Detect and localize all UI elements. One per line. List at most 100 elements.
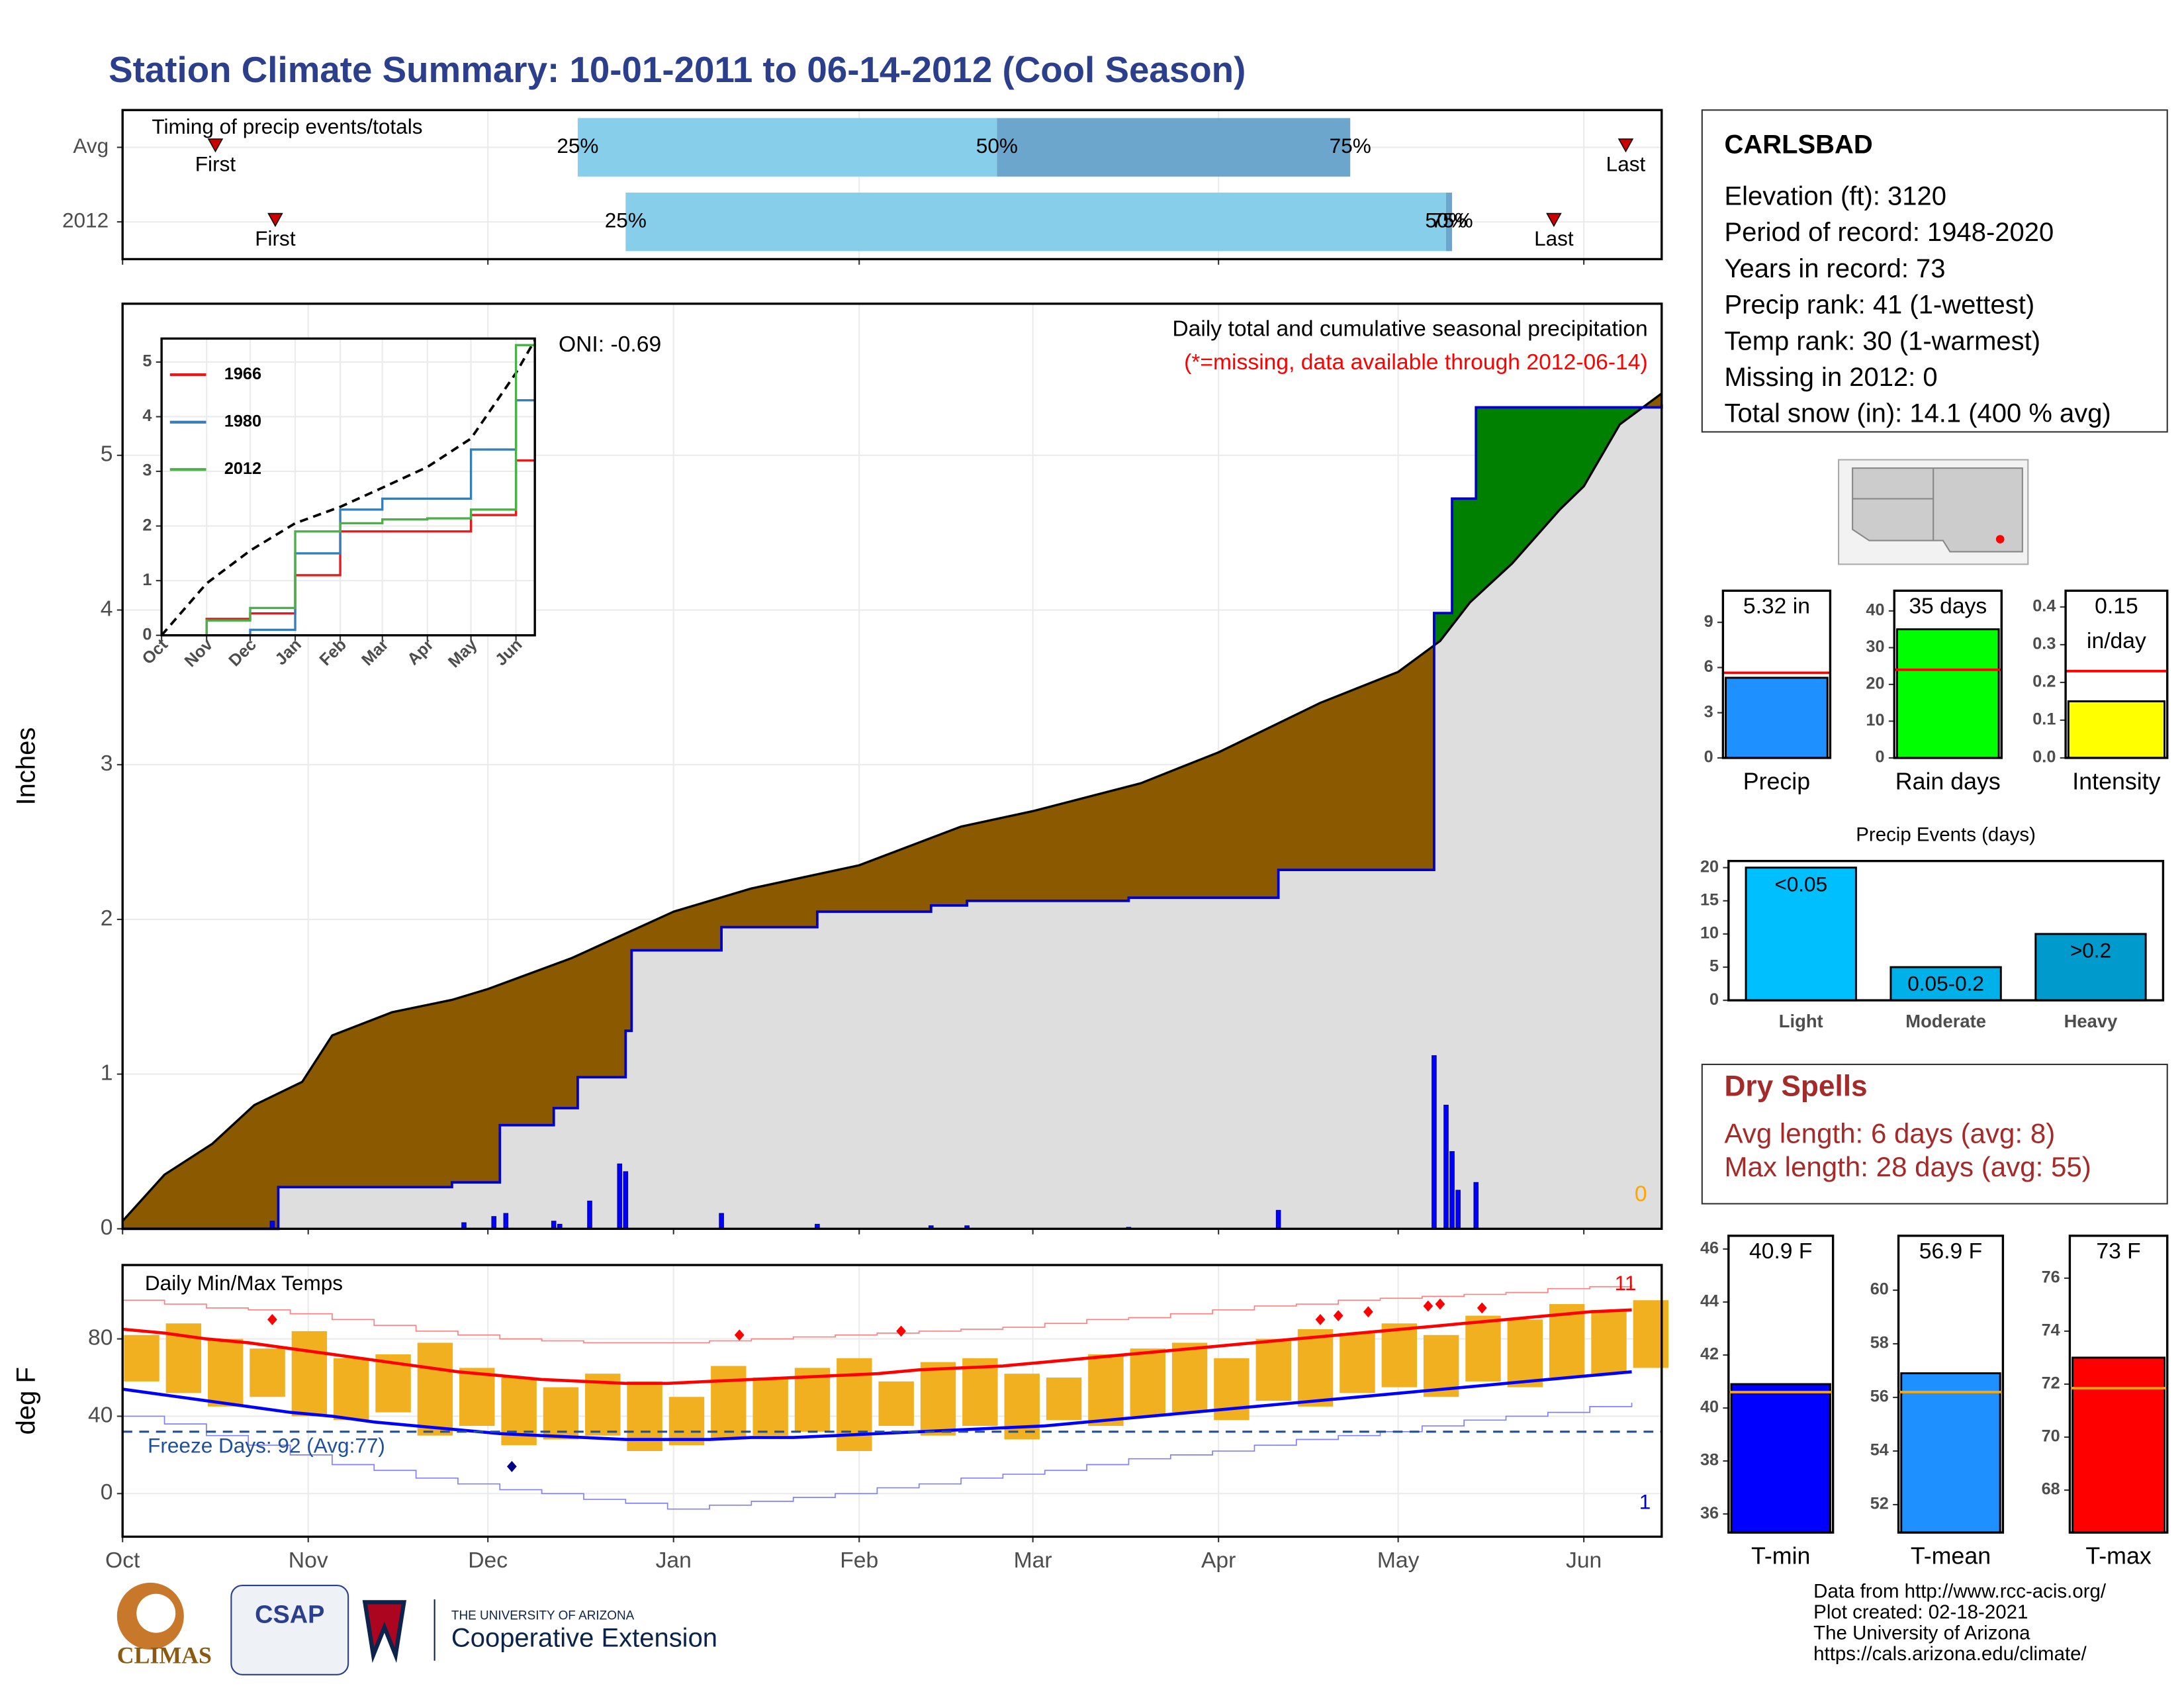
y-tick-label: 70 <box>2042 1427 2060 1446</box>
climas-mark <box>136 1593 176 1633</box>
panel-title: Precip Events (days) <box>1856 824 2036 846</box>
station-name: CARLSBAD <box>1724 130 1872 160</box>
temp-range-bar <box>124 1335 159 1382</box>
temp-range-bar <box>837 1358 872 1452</box>
event-label: Last <box>1534 226 1574 250</box>
event-marker <box>1546 212 1562 227</box>
temp-range-bar <box>752 1378 788 1436</box>
daily-bar <box>551 1221 557 1229</box>
record-marker <box>267 1313 277 1325</box>
logo-csap: CSAP <box>255 1601 324 1628</box>
y-tick-label: 60 <box>1870 1280 1889 1299</box>
y-tick-label: 2 <box>101 906 113 931</box>
bar <box>1725 677 1829 759</box>
temp-range-bar <box>1633 1300 1669 1368</box>
station-line: Total snow (in): 14.1 (400 % avg) <box>1724 399 2111 428</box>
y-tick-label: 4 <box>142 406 152 425</box>
x-tick-label: Intensity <box>2072 768 2160 794</box>
record-marker <box>1435 1298 1445 1310</box>
y-tick-label: 72 <box>2042 1374 2060 1393</box>
y-tick-label: 0 <box>101 1480 113 1505</box>
average-line <box>121 393 1662 1222</box>
percentile-bar <box>997 118 1351 177</box>
temp-range-bar <box>711 1366 747 1440</box>
y-tick-label: 5 <box>101 442 113 467</box>
y-tick-label: 40 <box>88 1403 113 1427</box>
y-tick-label: 0.4 <box>2032 597 2056 616</box>
bar <box>1730 1383 1831 1534</box>
station-line: Elevation (ft): 3120 <box>1724 181 1946 211</box>
x-tick-label: T-mean <box>1911 1542 1991 1569</box>
temp-range-bar <box>1423 1335 1459 1397</box>
record-max-line <box>122 1284 1633 1344</box>
value-label: 73 F <box>2096 1239 2140 1264</box>
legend-label: 1966 <box>224 365 261 383</box>
percentile-label: 75% <box>1330 134 1371 158</box>
y-tick-label: 5 <box>142 352 152 371</box>
y-tick-label: 40 <box>1700 1398 1719 1417</box>
footer-line: The University of Arizona <box>1813 1622 2030 1644</box>
station-line: Temp rank: 30 (1-warmest) <box>1724 326 2040 355</box>
value-unit: in/day <box>2087 629 2146 653</box>
y-tick-label: 40 <box>1866 601 1884 620</box>
panel-border <box>1897 1235 2005 1534</box>
x-tick-label: Feb <box>840 1548 878 1573</box>
footer-line: Data from http://www.rcc-acis.org/ <box>1813 1580 2107 1602</box>
y-tick-label: 3 <box>142 461 152 480</box>
y-tick-label: Avg <box>73 134 109 158</box>
daily-bar <box>623 1171 629 1229</box>
map-border <box>1852 468 1934 541</box>
y-tick-label: 1 <box>101 1061 113 1086</box>
chart-title: Station Climate Summary: 10-01-2011 to 0… <box>109 49 1246 90</box>
percentile-label: 50% <box>976 134 1018 158</box>
y-tick-label: 2012 <box>62 209 109 232</box>
series-line <box>161 344 536 637</box>
y-tick-label: 52 <box>1870 1495 1889 1513</box>
temp-range-bar <box>417 1342 453 1436</box>
x-tick-label: T-max <box>2085 1542 2151 1569</box>
temp-range-bar <box>207 1338 244 1407</box>
y-tick-label: 30 <box>1866 637 1884 656</box>
logo-ua: THE UNIVERSITY OF ARIZONA <box>451 1609 635 1622</box>
inset-background <box>161 338 535 635</box>
bar <box>2071 1356 2166 1534</box>
x-tick-label: Mar <box>1014 1548 1052 1573</box>
bar <box>2067 700 2166 759</box>
station-box <box>1701 109 2168 433</box>
daily-bar <box>617 1163 623 1229</box>
freeze-label: Freeze Days: 92 (Avg:77) <box>148 1433 385 1457</box>
percentile-bar <box>1446 192 1453 252</box>
x-tick-label: T-min <box>1751 1542 1810 1569</box>
panel-title: Timing of precip events/totals <box>152 115 422 138</box>
x-tick-label: Jun <box>1566 1548 1602 1573</box>
panel-border <box>1893 589 2003 759</box>
panel-border <box>2068 1235 2169 1534</box>
y-axis-title: deg F <box>12 1367 41 1434</box>
daily-bar <box>1449 1151 1455 1229</box>
footer-line: Plot created: 02-18-2021 <box>1813 1601 2028 1623</box>
y-tick-label: 56 <box>1870 1387 1889 1406</box>
temp-range-bar <box>1255 1338 1291 1401</box>
station-line: Missing in 2012: 0 <box>1724 363 1937 392</box>
station-line: Period of record: 1948-2020 <box>1724 218 2054 247</box>
daily-bar <box>719 1213 724 1229</box>
y-tick-label: 42 <box>1700 1345 1719 1364</box>
temp-range-bar <box>1340 1333 1375 1393</box>
y-tick-label: 9 <box>1704 612 1713 631</box>
x-tick-label: Light <box>1779 1011 1823 1031</box>
ua-mark <box>362 1600 407 1664</box>
percentile-bar <box>625 192 1447 252</box>
logos: CLIMAS CSAP THE UNIVERSITY OF ARIZONA Co… <box>116 1582 717 1675</box>
missing-count: 0 <box>1635 1182 1647 1207</box>
avg-max-line <box>122 1308 1632 1385</box>
panel-note: (*=missing, data available through 2012-… <box>1184 350 1648 375</box>
event-marker <box>1617 138 1634 153</box>
panel-border <box>2064 589 2169 759</box>
y-tick-label: 0.3 <box>2032 635 2056 653</box>
y-tick-label: 0.0 <box>2032 748 2056 767</box>
csap-mark <box>230 1585 349 1675</box>
legend-label: 2012 <box>224 459 261 478</box>
percentile-bar <box>577 118 997 177</box>
bar <box>1895 628 2000 759</box>
panel-border <box>121 303 1663 1230</box>
